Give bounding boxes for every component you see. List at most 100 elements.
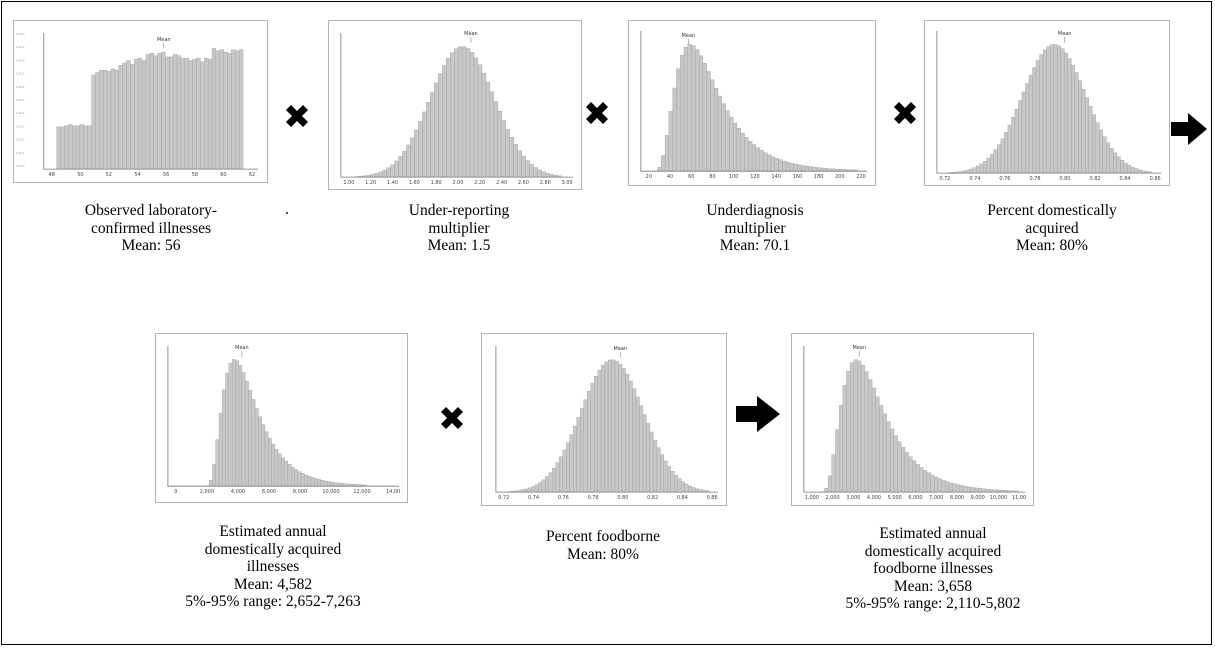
histogram-bar: [284, 461, 289, 487]
x-tick-label: 58: [192, 172, 198, 178]
histogram-bar: [1085, 97, 1089, 174]
histogram-bar: [661, 155, 666, 172]
histogram-bar: [573, 426, 577, 493]
caption-line: illnesses: [246, 558, 300, 575]
caption-line: Mean: 3,658: [893, 577, 973, 595]
histogram-bar: [695, 49, 700, 172]
x-tick-label: 54: [134, 172, 140, 178]
y-tick-label: 0.012: [16, 138, 25, 142]
histogram-bar: [465, 48, 471, 178]
x-tick-label: 0.74: [969, 176, 980, 182]
histogram-bar: [145, 54, 151, 170]
histogram-bar: [751, 144, 757, 172]
histogram-bar: [95, 72, 100, 170]
histogram-bar: [710, 79, 715, 172]
histogram-bar: [680, 55, 685, 172]
axis-line: [936, 30, 1162, 174]
histogram-bar: [997, 144, 1002, 174]
caption-under-reporting: Under-reporting multiplier Mean: 1.5: [369, 202, 549, 255]
histogram-bar: [676, 68, 681, 172]
x-tick-label: 60: [688, 174, 694, 180]
histogram-svg: 20 40 60 80 100 120 140 160 180 200 220 Mean: [640, 30, 868, 180]
histogram-bar: [1014, 108, 1019, 174]
histogram-bar: [548, 472, 553, 493]
histogram-bar: [165, 56, 170, 170]
histogram-bar: [176, 55, 182, 170]
histogram-bar: [1032, 67, 1037, 174]
histogram-bar: [1081, 89, 1086, 174]
x-tick-label: 0.78: [588, 495, 599, 501]
histogram-bar: [860, 365, 865, 493]
histogram-bar: [981, 488, 986, 493]
x-tick-label: 10,000: [990, 495, 1007, 501]
x-tick-label: 100: [729, 174, 738, 180]
histogram-bar: [71, 125, 77, 170]
multiply-icon: [582, 98, 612, 128]
mean-label: Mean: [157, 37, 170, 43]
histogram-bar: [99, 69, 104, 170]
histogram-bar: [736, 128, 741, 172]
histogram-bar: [245, 380, 249, 487]
x-tick-label: 2.20: [474, 180, 485, 186]
histogram-bar: [268, 438, 272, 487]
caption-underdiagnosis: Underdiagnosis multiplier Mean: 70.1: [665, 202, 845, 255]
histogram-bar: [1060, 48, 1065, 174]
mean-label: Mean: [464, 31, 477, 37]
histogram-bar: [600, 365, 605, 493]
histogram-bar: [527, 487, 532, 493]
histogram-bar: [333, 482, 338, 487]
histogram-bar: [231, 49, 236, 170]
histogram-bar: [849, 362, 854, 493]
histogram-bar: [442, 65, 447, 178]
caption-line: Mean: 70.1: [719, 237, 791, 254]
histogram-bar: [196, 57, 201, 170]
x-tick-label: 4,000: [867, 495, 881, 501]
axis-line: [803, 345, 1026, 493]
x-tick-label: 7,000: [929, 495, 943, 501]
histogram-bar: [782, 160, 787, 172]
histogram-bar: [660, 454, 665, 493]
histogram-bar: [1071, 64, 1075, 174]
histogram-bar: [695, 488, 699, 493]
histogram-bar: [986, 157, 991, 174]
caption-line: Underdiagnosis: [706, 202, 804, 219]
x-tick-label: 1,000: [805, 495, 819, 501]
histogram-bar: [1053, 44, 1058, 174]
histogram-bar: [593, 376, 598, 493]
histogram-bar: [323, 480, 328, 487]
x-tick-label: 4,000: [231, 489, 245, 495]
histogram-bar: [882, 413, 887, 493]
histogram-bar: [251, 399, 256, 487]
histogram-bar: [886, 421, 891, 493]
histogram-bar: [740, 132, 745, 172]
x-tick-label: 2,000: [200, 489, 214, 495]
histogram-bar: [646, 423, 651, 493]
histogram-bar: [611, 359, 616, 493]
x-tick-label: 11,00: [1012, 495, 1026, 501]
histogram-bar: [1109, 147, 1114, 174]
x-tick-label: 180: [814, 174, 823, 180]
x-tick-label: 0: [174, 489, 177, 495]
histogram-bar: [204, 57, 209, 170]
histogram-estimated-annual-foodborne: 1,000 2,000 3,000 4,000 5,000 6,000 7,000 8,000…: [791, 333, 1034, 506]
histogram-bar: [410, 137, 415, 178]
caption-line: domestically acquired: [204, 540, 342, 558]
histogram-bar: [489, 91, 495, 178]
histogram-bar: [956, 484, 961, 493]
histogram-bar: [75, 125, 81, 170]
histogram-bar: [1134, 168, 1139, 174]
y-tick-label: 0.010: [16, 164, 25, 168]
x-tick-label: 10,000: [322, 489, 339, 495]
histogram-bar: [509, 137, 514, 178]
caption-line: Mean: 1.5: [427, 237, 491, 254]
histogram-bar: [1113, 152, 1118, 174]
histogram-bar: [1099, 129, 1104, 174]
histogram-bar: [473, 57, 479, 178]
histogram-bar: [446, 58, 451, 178]
histogram-bar: [687, 44, 692, 172]
histogram-bar: [628, 380, 633, 493]
histogram-bar: [767, 154, 772, 172]
histogram-bar: [258, 416, 262, 487]
histogram-bar: [469, 52, 475, 178]
histogram-svg: 0.72 0.74 0.76 0.78 0.80 0.82 0.84 0.86 Mean: [936, 30, 1162, 182]
